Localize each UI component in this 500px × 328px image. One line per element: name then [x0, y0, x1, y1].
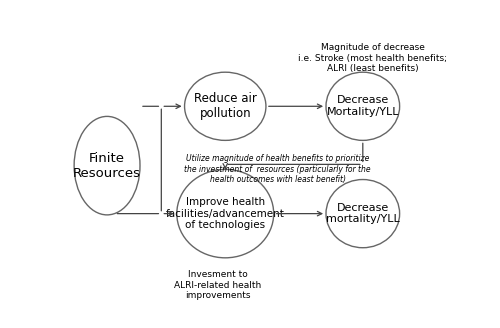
Text: Magnitude of decrease
i.e. Stroke (most health benefits;
ALRI (least benefits): Magnitude of decrease i.e. Stroke (most … [298, 43, 447, 73]
Text: Invesment to
ALRI-related health
improvements: Invesment to ALRI-related health improve… [174, 271, 261, 300]
Text: Improve health
facilities/advancement
of technologies: Improve health facilities/advancement of… [166, 197, 284, 230]
Text: Reduce air
pollution: Reduce air pollution [194, 92, 256, 120]
Text: Finite
Resources: Finite Resources [73, 152, 141, 180]
Text: Decrease
mortality/YLL: Decrease mortality/YLL [326, 203, 400, 224]
Text: Utilize magnitude of health benefits to prioritize
the investment of  resources : Utilize magnitude of health benefits to … [184, 154, 371, 184]
Text: Decrease
Mortality/YLL: Decrease Mortality/YLL [326, 95, 399, 117]
